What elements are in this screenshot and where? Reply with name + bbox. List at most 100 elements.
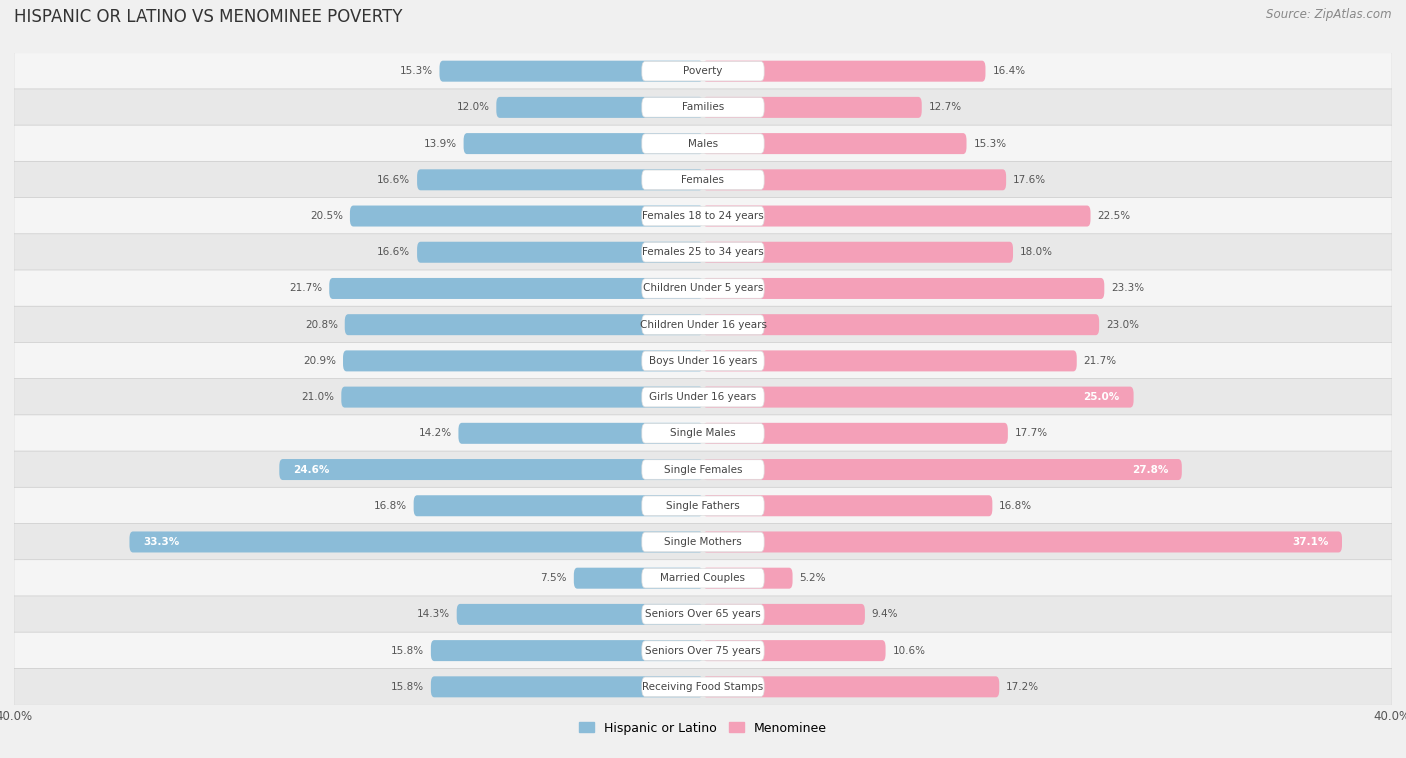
FancyBboxPatch shape	[643, 134, 763, 153]
Text: Receiving Food Stamps: Receiving Food Stamps	[643, 682, 763, 692]
Text: 33.3%: 33.3%	[143, 537, 180, 547]
FancyBboxPatch shape	[643, 170, 763, 190]
Text: Seniors Over 65 years: Seniors Over 65 years	[645, 609, 761, 619]
FancyBboxPatch shape	[643, 315, 763, 334]
Text: Source: ZipAtlas.com: Source: ZipAtlas.com	[1267, 8, 1392, 20]
Text: Females: Females	[682, 175, 724, 185]
FancyBboxPatch shape	[14, 161, 1392, 199]
FancyBboxPatch shape	[342, 387, 703, 408]
FancyBboxPatch shape	[14, 451, 1392, 488]
FancyBboxPatch shape	[413, 495, 703, 516]
FancyBboxPatch shape	[703, 568, 793, 589]
Text: 16.6%: 16.6%	[377, 175, 411, 185]
Text: 23.3%: 23.3%	[1111, 283, 1144, 293]
Text: 12.0%: 12.0%	[457, 102, 489, 112]
FancyBboxPatch shape	[703, 495, 993, 516]
Text: 10.6%: 10.6%	[893, 646, 925, 656]
Text: 20.8%: 20.8%	[305, 320, 337, 330]
FancyBboxPatch shape	[14, 524, 1392, 560]
FancyBboxPatch shape	[643, 98, 763, 117]
FancyBboxPatch shape	[703, 242, 1012, 263]
Text: 16.8%: 16.8%	[1000, 501, 1032, 511]
FancyBboxPatch shape	[430, 640, 703, 661]
FancyBboxPatch shape	[643, 351, 763, 371]
FancyBboxPatch shape	[703, 61, 986, 82]
Text: 23.0%: 23.0%	[1107, 320, 1139, 330]
Text: 22.5%: 22.5%	[1098, 211, 1130, 221]
FancyBboxPatch shape	[703, 205, 1091, 227]
Text: 7.5%: 7.5%	[540, 573, 567, 583]
Text: Single Females: Single Females	[664, 465, 742, 475]
FancyBboxPatch shape	[14, 596, 1392, 633]
FancyBboxPatch shape	[703, 387, 1133, 408]
Text: Families: Families	[682, 102, 724, 112]
FancyBboxPatch shape	[464, 133, 703, 154]
FancyBboxPatch shape	[496, 97, 703, 118]
Text: 37.1%: 37.1%	[1292, 537, 1329, 547]
Text: 27.8%: 27.8%	[1132, 465, 1168, 475]
FancyBboxPatch shape	[703, 459, 1182, 480]
Text: 25.0%: 25.0%	[1084, 392, 1119, 402]
Text: 16.6%: 16.6%	[377, 247, 411, 257]
Text: 20.5%: 20.5%	[311, 211, 343, 221]
FancyBboxPatch shape	[703, 423, 1008, 444]
Text: 14.3%: 14.3%	[416, 609, 450, 619]
Text: 17.6%: 17.6%	[1012, 175, 1046, 185]
FancyBboxPatch shape	[418, 242, 703, 263]
FancyBboxPatch shape	[343, 350, 703, 371]
FancyBboxPatch shape	[457, 604, 703, 625]
FancyBboxPatch shape	[14, 270, 1392, 307]
Text: 18.0%: 18.0%	[1019, 247, 1053, 257]
Text: Females 18 to 24 years: Females 18 to 24 years	[643, 211, 763, 221]
FancyBboxPatch shape	[703, 278, 1104, 299]
FancyBboxPatch shape	[14, 89, 1392, 126]
FancyBboxPatch shape	[703, 676, 1000, 697]
FancyBboxPatch shape	[350, 205, 703, 227]
FancyBboxPatch shape	[703, 640, 886, 661]
FancyBboxPatch shape	[703, 531, 1341, 553]
FancyBboxPatch shape	[643, 279, 763, 298]
FancyBboxPatch shape	[14, 306, 1392, 343]
Text: Single Fathers: Single Fathers	[666, 501, 740, 511]
FancyBboxPatch shape	[643, 677, 763, 697]
Text: 17.2%: 17.2%	[1007, 682, 1039, 692]
Text: Boys Under 16 years: Boys Under 16 years	[648, 356, 758, 366]
FancyBboxPatch shape	[14, 125, 1392, 162]
Text: 15.8%: 15.8%	[391, 646, 425, 656]
FancyBboxPatch shape	[14, 415, 1392, 452]
FancyBboxPatch shape	[643, 532, 763, 552]
Text: 9.4%: 9.4%	[872, 609, 898, 619]
Text: 16.4%: 16.4%	[993, 66, 1025, 76]
FancyBboxPatch shape	[643, 568, 763, 588]
Text: 12.7%: 12.7%	[928, 102, 962, 112]
Text: Single Males: Single Males	[671, 428, 735, 438]
FancyBboxPatch shape	[643, 61, 763, 81]
FancyBboxPatch shape	[430, 676, 703, 697]
FancyBboxPatch shape	[643, 387, 763, 407]
FancyBboxPatch shape	[14, 343, 1392, 379]
FancyBboxPatch shape	[643, 460, 763, 479]
FancyBboxPatch shape	[643, 206, 763, 226]
Text: Girls Under 16 years: Girls Under 16 years	[650, 392, 756, 402]
Text: 24.6%: 24.6%	[292, 465, 329, 475]
FancyBboxPatch shape	[329, 278, 703, 299]
Text: Poverty: Poverty	[683, 66, 723, 76]
Text: 13.9%: 13.9%	[423, 139, 457, 149]
FancyBboxPatch shape	[14, 53, 1392, 89]
FancyBboxPatch shape	[643, 605, 763, 624]
Text: 21.7%: 21.7%	[290, 283, 322, 293]
FancyBboxPatch shape	[643, 496, 763, 515]
FancyBboxPatch shape	[703, 133, 966, 154]
FancyBboxPatch shape	[280, 459, 703, 480]
FancyBboxPatch shape	[703, 314, 1099, 335]
FancyBboxPatch shape	[14, 632, 1392, 669]
Text: 15.3%: 15.3%	[973, 139, 1007, 149]
FancyBboxPatch shape	[703, 97, 922, 118]
Text: Seniors Over 75 years: Seniors Over 75 years	[645, 646, 761, 656]
Text: Children Under 5 years: Children Under 5 years	[643, 283, 763, 293]
Text: 15.3%: 15.3%	[399, 66, 433, 76]
Text: 5.2%: 5.2%	[800, 573, 825, 583]
FancyBboxPatch shape	[14, 198, 1392, 234]
Text: Single Mothers: Single Mothers	[664, 537, 742, 547]
FancyBboxPatch shape	[14, 487, 1392, 525]
